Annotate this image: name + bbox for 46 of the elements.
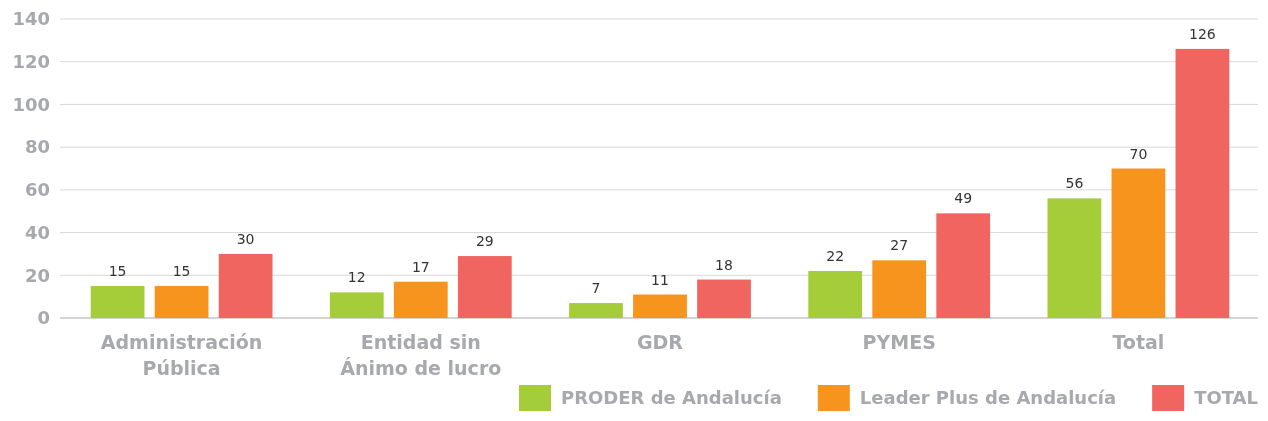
y-tick-label: 20 <box>24 264 50 286</box>
y-tick-label: 120 <box>12 51 50 73</box>
bar <box>154 285 209 318</box>
data-label: 56 <box>1065 175 1084 192</box>
data-label: 18 <box>715 256 733 273</box>
y-tick-label: 0 <box>37 307 50 329</box>
data-label: 7 <box>591 280 601 297</box>
data-label: 22 <box>826 248 845 265</box>
y-tick-label: 80 <box>24 136 50 158</box>
legend-label: Leader Plus de Andalucía <box>859 387 1117 409</box>
bar <box>1111 168 1166 318</box>
x-tick-label: PYMES <box>862 331 936 353</box>
bar <box>569 303 623 318</box>
x-tick-label: Total <box>1112 331 1165 353</box>
data-label: 27 <box>890 237 909 254</box>
y-tick-label: 140 <box>12 8 50 30</box>
x-tick-label: Administración Pública <box>100 331 263 379</box>
bar <box>1047 198 1102 318</box>
data-label: 11 <box>651 271 669 288</box>
data-label: 12 <box>347 269 366 286</box>
bar <box>90 285 145 318</box>
bar <box>457 256 512 318</box>
data-label: 30 <box>236 230 255 247</box>
bar <box>218 253 273 318</box>
data-label: 70 <box>1129 145 1148 162</box>
data-label: 49 <box>954 190 973 207</box>
data-label: 126 <box>1189 25 1216 42</box>
data-label: 29 <box>475 233 494 250</box>
y-tick-label: 40 <box>24 221 50 243</box>
bar <box>393 281 448 318</box>
data-label: 15 <box>172 262 191 279</box>
bar <box>633 294 687 318</box>
legend-label: TOTAL <box>1194 387 1259 409</box>
legend-label: PRODER de Andalucía <box>560 387 782 409</box>
y-tick-label: 60 <box>24 179 50 201</box>
bar <box>936 213 991 318</box>
bar <box>872 260 927 318</box>
x-tick-label: Entidad sin Ánimo de lucro <box>340 331 502 379</box>
y-tick-label: 100 <box>12 93 50 115</box>
bar <box>329 292 384 318</box>
data-label: 17 <box>411 258 430 275</box>
x-tick-label: GDR <box>637 331 684 353</box>
bar <box>808 271 863 318</box>
bar <box>1175 48 1230 318</box>
data-label: 15 <box>108 262 127 279</box>
bar <box>697 279 751 318</box>
